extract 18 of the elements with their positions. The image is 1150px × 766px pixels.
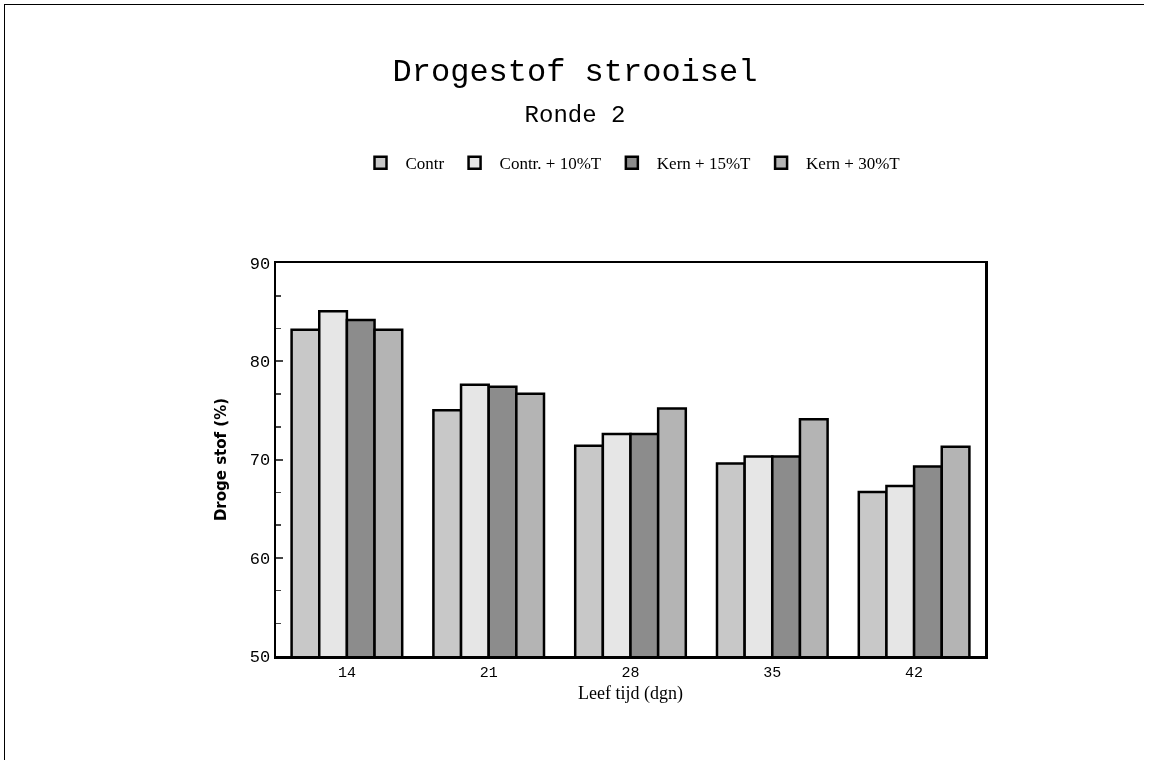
legend-label: Contr (405, 154, 445, 174)
y-axis-title: Droge stof (%) (211, 397, 230, 522)
y-tick-label: 80 (249, 353, 271, 373)
x-tick-label: 35 (763, 664, 782, 682)
chart-title: Drogestof strooisel (392, 53, 758, 91)
y-tick-label: 60 (249, 549, 271, 569)
x-axis-title: Leef tijd (dgn) (578, 682, 683, 704)
chart-subtitle: Ronde 2 (524, 102, 626, 130)
x-tick-label: 21 (479, 664, 498, 682)
y-tick-label: 70 (249, 451, 271, 471)
x-tick-label: 14 (337, 664, 356, 682)
legend-label: Contr. + 10%T (499, 154, 602, 174)
y-tick-label: 90 (249, 254, 271, 274)
x-tick-label: 42 (905, 664, 924, 682)
legend-label: Kern + 30%T (806, 154, 901, 174)
legend-label: Kern + 15%T (656, 154, 752, 174)
x-tick-label: 28 (621, 664, 640, 682)
y-tick-label: 50 (249, 647, 271, 667)
